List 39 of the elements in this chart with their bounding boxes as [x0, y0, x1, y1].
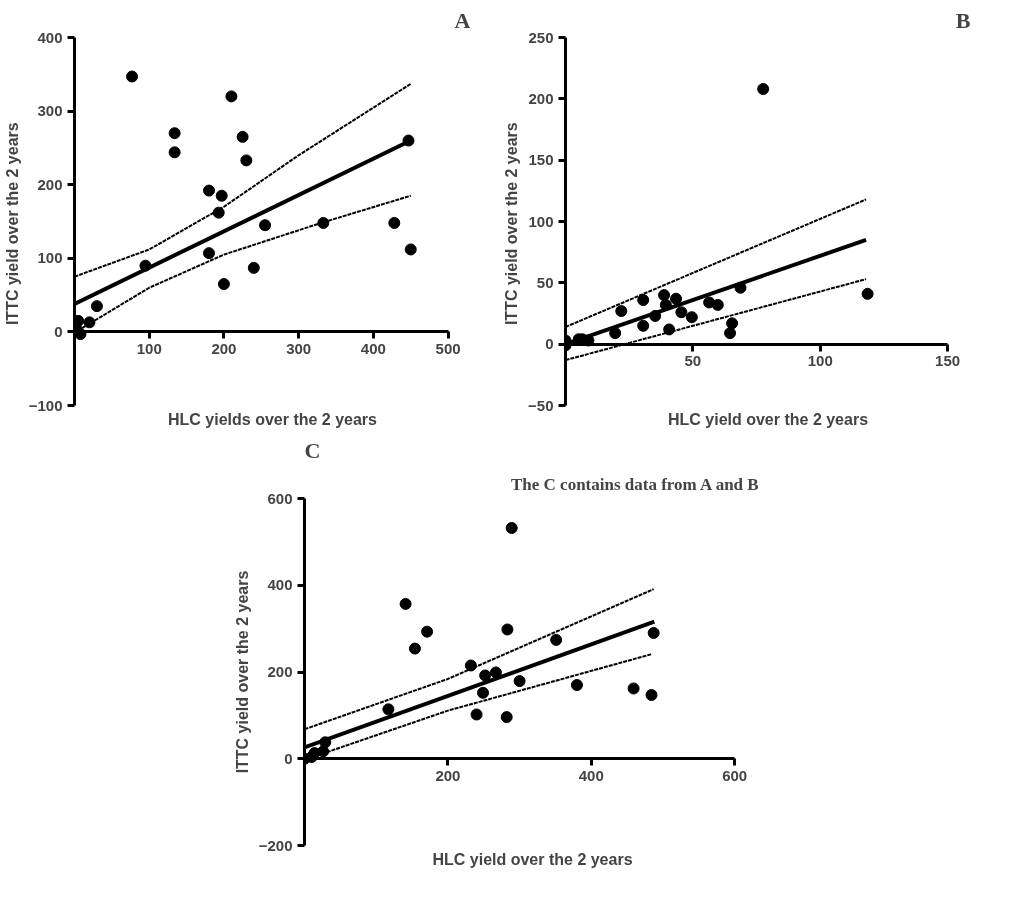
x-tick-label: 600: [722, 766, 748, 784]
y-axis-title: ITTC yield over the 2 years: [233, 570, 251, 774]
x-tick-label: 100: [807, 352, 833, 370]
x-axis-title: HLC yields over the 2 years: [168, 410, 378, 428]
x-tick-label: 50: [684, 352, 702, 370]
y-tick-label: 0: [54, 322, 63, 340]
y-tick-label: 0: [545, 335, 554, 353]
chart-title: A: [454, 7, 471, 33]
y-tick-label: 100: [528, 212, 554, 230]
x-tick-label: 300: [286, 339, 312, 357]
y-tick-label: 250: [528, 28, 554, 46]
x-axis-title: HLC yield over the 2 years: [667, 410, 869, 428]
y-axis-title: ITTC yield over the 2 years: [503, 122, 521, 326]
x-tick-label: 400: [578, 766, 604, 784]
y-tick-label: −100: [28, 396, 63, 414]
text: The C contains data from A and B: [510, 474, 759, 494]
y-tick-label: 400: [37, 28, 63, 46]
y-tick-label: 0: [284, 749, 293, 767]
x-tick-label: 200: [211, 339, 237, 357]
y-axis-title: ITTC yield over the 2 years: [3, 122, 21, 326]
y-tick-label: 200: [528, 89, 554, 107]
x-tick-label: 100: [136, 339, 162, 357]
chart-title: C: [304, 437, 321, 463]
x-axis-title: HLC yield over the 2 years: [432, 850, 633, 868]
y-tick-label: −200: [258, 836, 293, 854]
x-tick-label: 150: [935, 352, 961, 370]
y-tick-label: 600: [267, 489, 293, 507]
y-tick-label: 100: [37, 249, 63, 267]
y-tick-label: −50: [528, 396, 554, 414]
x-tick-label: 200: [435, 766, 461, 784]
y-tick-label: 200: [267, 663, 293, 680]
y-tick-label: 200: [37, 175, 63, 193]
chart-title: B: [955, 7, 971, 33]
y-tick-label: 300: [37, 102, 63, 120]
y-tick-label: 50: [536, 273, 554, 291]
y-tick-label: 400: [267, 576, 293, 594]
y-tick-label: 150: [528, 151, 554, 169]
x-tick-label: 400: [360, 339, 386, 357]
x-tick-label: 500: [435, 339, 461, 357]
